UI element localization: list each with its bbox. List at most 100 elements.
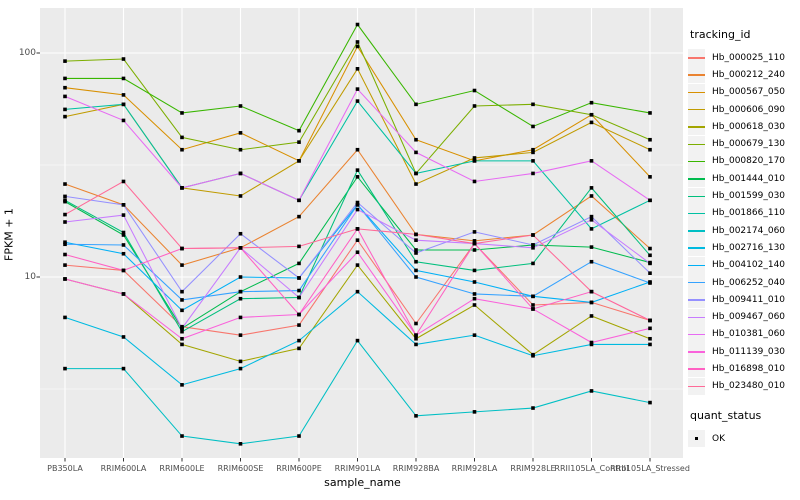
data-point <box>414 414 418 418</box>
data-point <box>355 207 360 212</box>
legend-item-label: Hb_023480_010 <box>712 381 786 392</box>
legend-key-swatch <box>688 187 705 205</box>
data-point <box>355 200 360 205</box>
legend-item-label: Hb_000679_130 <box>712 139 786 150</box>
legend-line-icon <box>688 195 705 197</box>
data-point <box>238 296 243 301</box>
data-point <box>531 261 535 266</box>
data-point <box>589 340 594 345</box>
data-point <box>531 307 535 311</box>
legend-item: Hb_001599_030 <box>688 187 800 205</box>
quant-status-label: OK <box>712 433 725 444</box>
data-point <box>355 175 360 179</box>
legend-item: Hb_000212_240 <box>688 66 800 84</box>
data-point <box>121 118 126 123</box>
data-point <box>180 383 184 387</box>
data-point <box>63 263 67 267</box>
data-point <box>63 194 67 199</box>
legend-key-swatch <box>688 360 705 378</box>
legend-line-icon <box>688 212 705 215</box>
data-point <box>355 227 360 231</box>
data-point <box>355 22 360 27</box>
data-point <box>355 87 360 91</box>
data-point <box>297 214 301 219</box>
data-point <box>531 406 535 410</box>
legend-item: Hb_002716_130 <box>688 239 800 257</box>
legend-item-label: Hb_004102_140 <box>712 260 786 271</box>
data-point <box>531 303 535 307</box>
legend-item: Hb_001866_110 <box>688 204 800 222</box>
data-point <box>589 214 594 219</box>
legend-key-swatch <box>688 430 705 448</box>
legend-line-icon <box>688 368 705 370</box>
data-point <box>648 137 652 142</box>
data-point <box>297 288 301 293</box>
data-point <box>648 246 652 251</box>
data-point <box>589 259 594 264</box>
data-point <box>472 88 477 93</box>
data-point <box>355 147 360 152</box>
data-point <box>355 67 360 71</box>
data-point <box>355 99 360 103</box>
data-point <box>648 111 652 115</box>
legend-key-swatch <box>688 291 705 309</box>
legend-key-swatch <box>688 49 705 67</box>
data-point <box>648 318 652 323</box>
data-point <box>414 102 418 107</box>
data-point <box>63 182 67 186</box>
data-point <box>472 292 477 296</box>
legend-item: Hb_000679_130 <box>688 135 800 153</box>
data-point <box>355 289 360 294</box>
data-point <box>531 294 535 299</box>
data-point <box>589 227 594 231</box>
legend-line-icon <box>688 109 705 111</box>
data-point <box>63 366 67 371</box>
legend-title-tracking-id: tracking_id <box>690 28 751 41</box>
data-point <box>180 336 184 341</box>
legend-item: Hb_009467_060 <box>688 308 800 326</box>
legend-line-icon <box>688 316 705 318</box>
data-point <box>414 268 418 273</box>
data-point <box>355 238 360 242</box>
legend-item-label: Hb_001444_010 <box>712 173 786 184</box>
panel-background <box>40 8 683 458</box>
legend-item-label: Hb_002716_130 <box>712 242 786 253</box>
legend-line-icon <box>688 230 705 232</box>
x-tick-label: RRIM928LE <box>510 464 556 473</box>
x-tick-label: RRIM600LA <box>100 464 147 473</box>
legend-line-icon <box>688 74 705 76</box>
legend-key-swatch <box>688 325 705 343</box>
data-point <box>121 102 126 107</box>
data-point <box>238 442 243 446</box>
x-tick-label: RRII105LA_Stressed <box>610 464 690 473</box>
y-tick-label: 100 <box>18 48 36 58</box>
data-point <box>414 171 418 176</box>
data-point <box>121 268 126 273</box>
legend-item-label: Hb_000212_240 <box>712 69 786 80</box>
legend-item-label: Hb_010381_060 <box>712 329 786 340</box>
data-point <box>297 128 301 133</box>
data-point <box>121 243 126 247</box>
data-point <box>238 194 243 198</box>
data-point <box>121 230 126 235</box>
y-tick-label: 10 <box>24 272 36 282</box>
data-point <box>355 203 360 207</box>
data-point <box>63 107 67 112</box>
data-point <box>414 251 418 255</box>
data-point <box>648 342 652 347</box>
legend: tracking_id Hb_000025_110 Hb_000212_240 Hb… <box>688 28 800 448</box>
data-point <box>238 359 243 364</box>
data-point <box>63 114 67 119</box>
data-point <box>180 147 184 152</box>
data-point <box>648 198 652 203</box>
data-point <box>238 171 243 176</box>
data-point <box>472 179 477 184</box>
data-point <box>648 400 652 405</box>
legend-key-swatch <box>688 66 705 84</box>
data-point <box>414 333 418 337</box>
legend-key-swatch <box>688 308 705 326</box>
data-point <box>121 179 126 184</box>
legend-key-swatch <box>688 118 705 136</box>
data-point <box>414 150 418 155</box>
data-point <box>414 137 418 142</box>
